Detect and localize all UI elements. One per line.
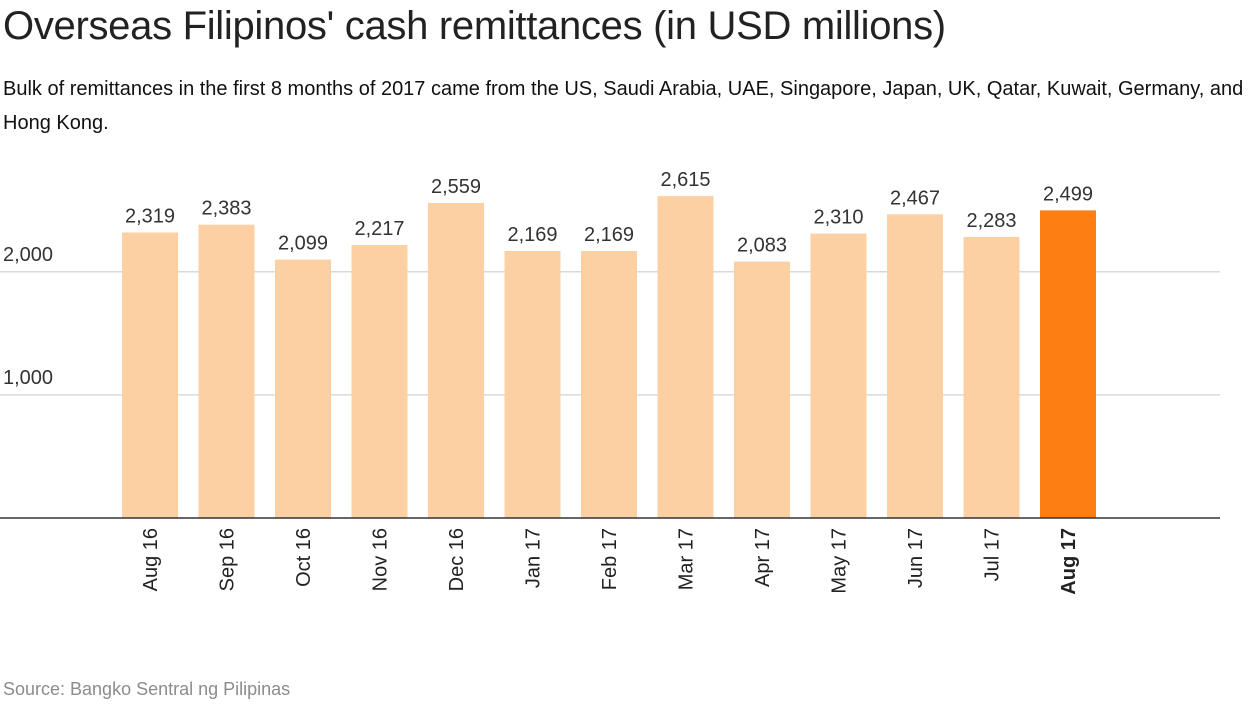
bar xyxy=(1040,210,1096,518)
data-label: 2,169 xyxy=(507,224,557,246)
bar xyxy=(887,214,943,518)
bar xyxy=(810,233,867,518)
bar xyxy=(428,202,484,518)
data-labels: 2,319 2,383 2,099 2,217 2,559 2,169 2,169 2,615… xyxy=(125,169,1093,256)
data-label: 2,217 xyxy=(354,218,404,240)
x-tick-label: Jul 17 xyxy=(982,528,1004,581)
bar xyxy=(657,196,714,518)
x-tick-label: Mar 17 xyxy=(676,528,698,590)
bar xyxy=(963,236,1020,518)
x-tick-label: Aug 17 xyxy=(1058,528,1080,595)
bar xyxy=(122,232,178,518)
x-tick-label: Jun 17 xyxy=(905,528,927,588)
data-label: 2,319 xyxy=(125,206,175,228)
bar xyxy=(581,250,637,518)
data-label: 2,283 xyxy=(966,210,1016,232)
axes: Aug 16 Sep 16 Oct 16 Nov 16 Dec 16 Jan 17 Feb … xyxy=(0,517,1220,595)
data-label: 2,383 xyxy=(201,198,251,220)
data-label: 2,169 xyxy=(584,224,634,246)
chart-title: Overseas Filipinos' cash remittances (in… xyxy=(3,4,946,48)
data-label: 2,615 xyxy=(660,169,710,191)
y-tick-label: 2,000 xyxy=(3,244,53,266)
data-label: 2,310 xyxy=(813,207,863,229)
x-tick-label: Dec 16 xyxy=(446,528,468,591)
bar xyxy=(504,250,561,518)
x-tick-label: Apr 17 xyxy=(752,528,774,587)
x-tick-label: Aug 16 xyxy=(140,528,162,591)
source-note: Source: Bangko Sentral ng Pilipinas xyxy=(3,679,291,699)
x-tick-label: Oct 16 xyxy=(293,528,315,587)
x-tick-label: Jan 17 xyxy=(523,528,545,588)
bar xyxy=(198,224,255,518)
data-label: 2,099 xyxy=(278,233,328,255)
x-tick-label: Nov 16 xyxy=(370,528,392,591)
data-label: 2,559 xyxy=(431,176,481,198)
bar xyxy=(734,261,790,518)
x-tick-label: Feb 17 xyxy=(599,528,621,590)
data-label: 2,083 xyxy=(737,235,787,257)
bar xyxy=(275,259,331,518)
bars xyxy=(122,196,1096,519)
x-tick-label: Sep 16 xyxy=(217,528,239,591)
bar xyxy=(351,245,408,519)
data-label: 2,467 xyxy=(890,187,940,209)
y-tick-label: 1,000 xyxy=(3,367,53,389)
chart-subtitle: Bulk of remittances in the first 8 month… xyxy=(3,78,1244,134)
data-label: 2,499 xyxy=(1043,183,1093,205)
x-tick-label: May 17 xyxy=(829,528,851,594)
